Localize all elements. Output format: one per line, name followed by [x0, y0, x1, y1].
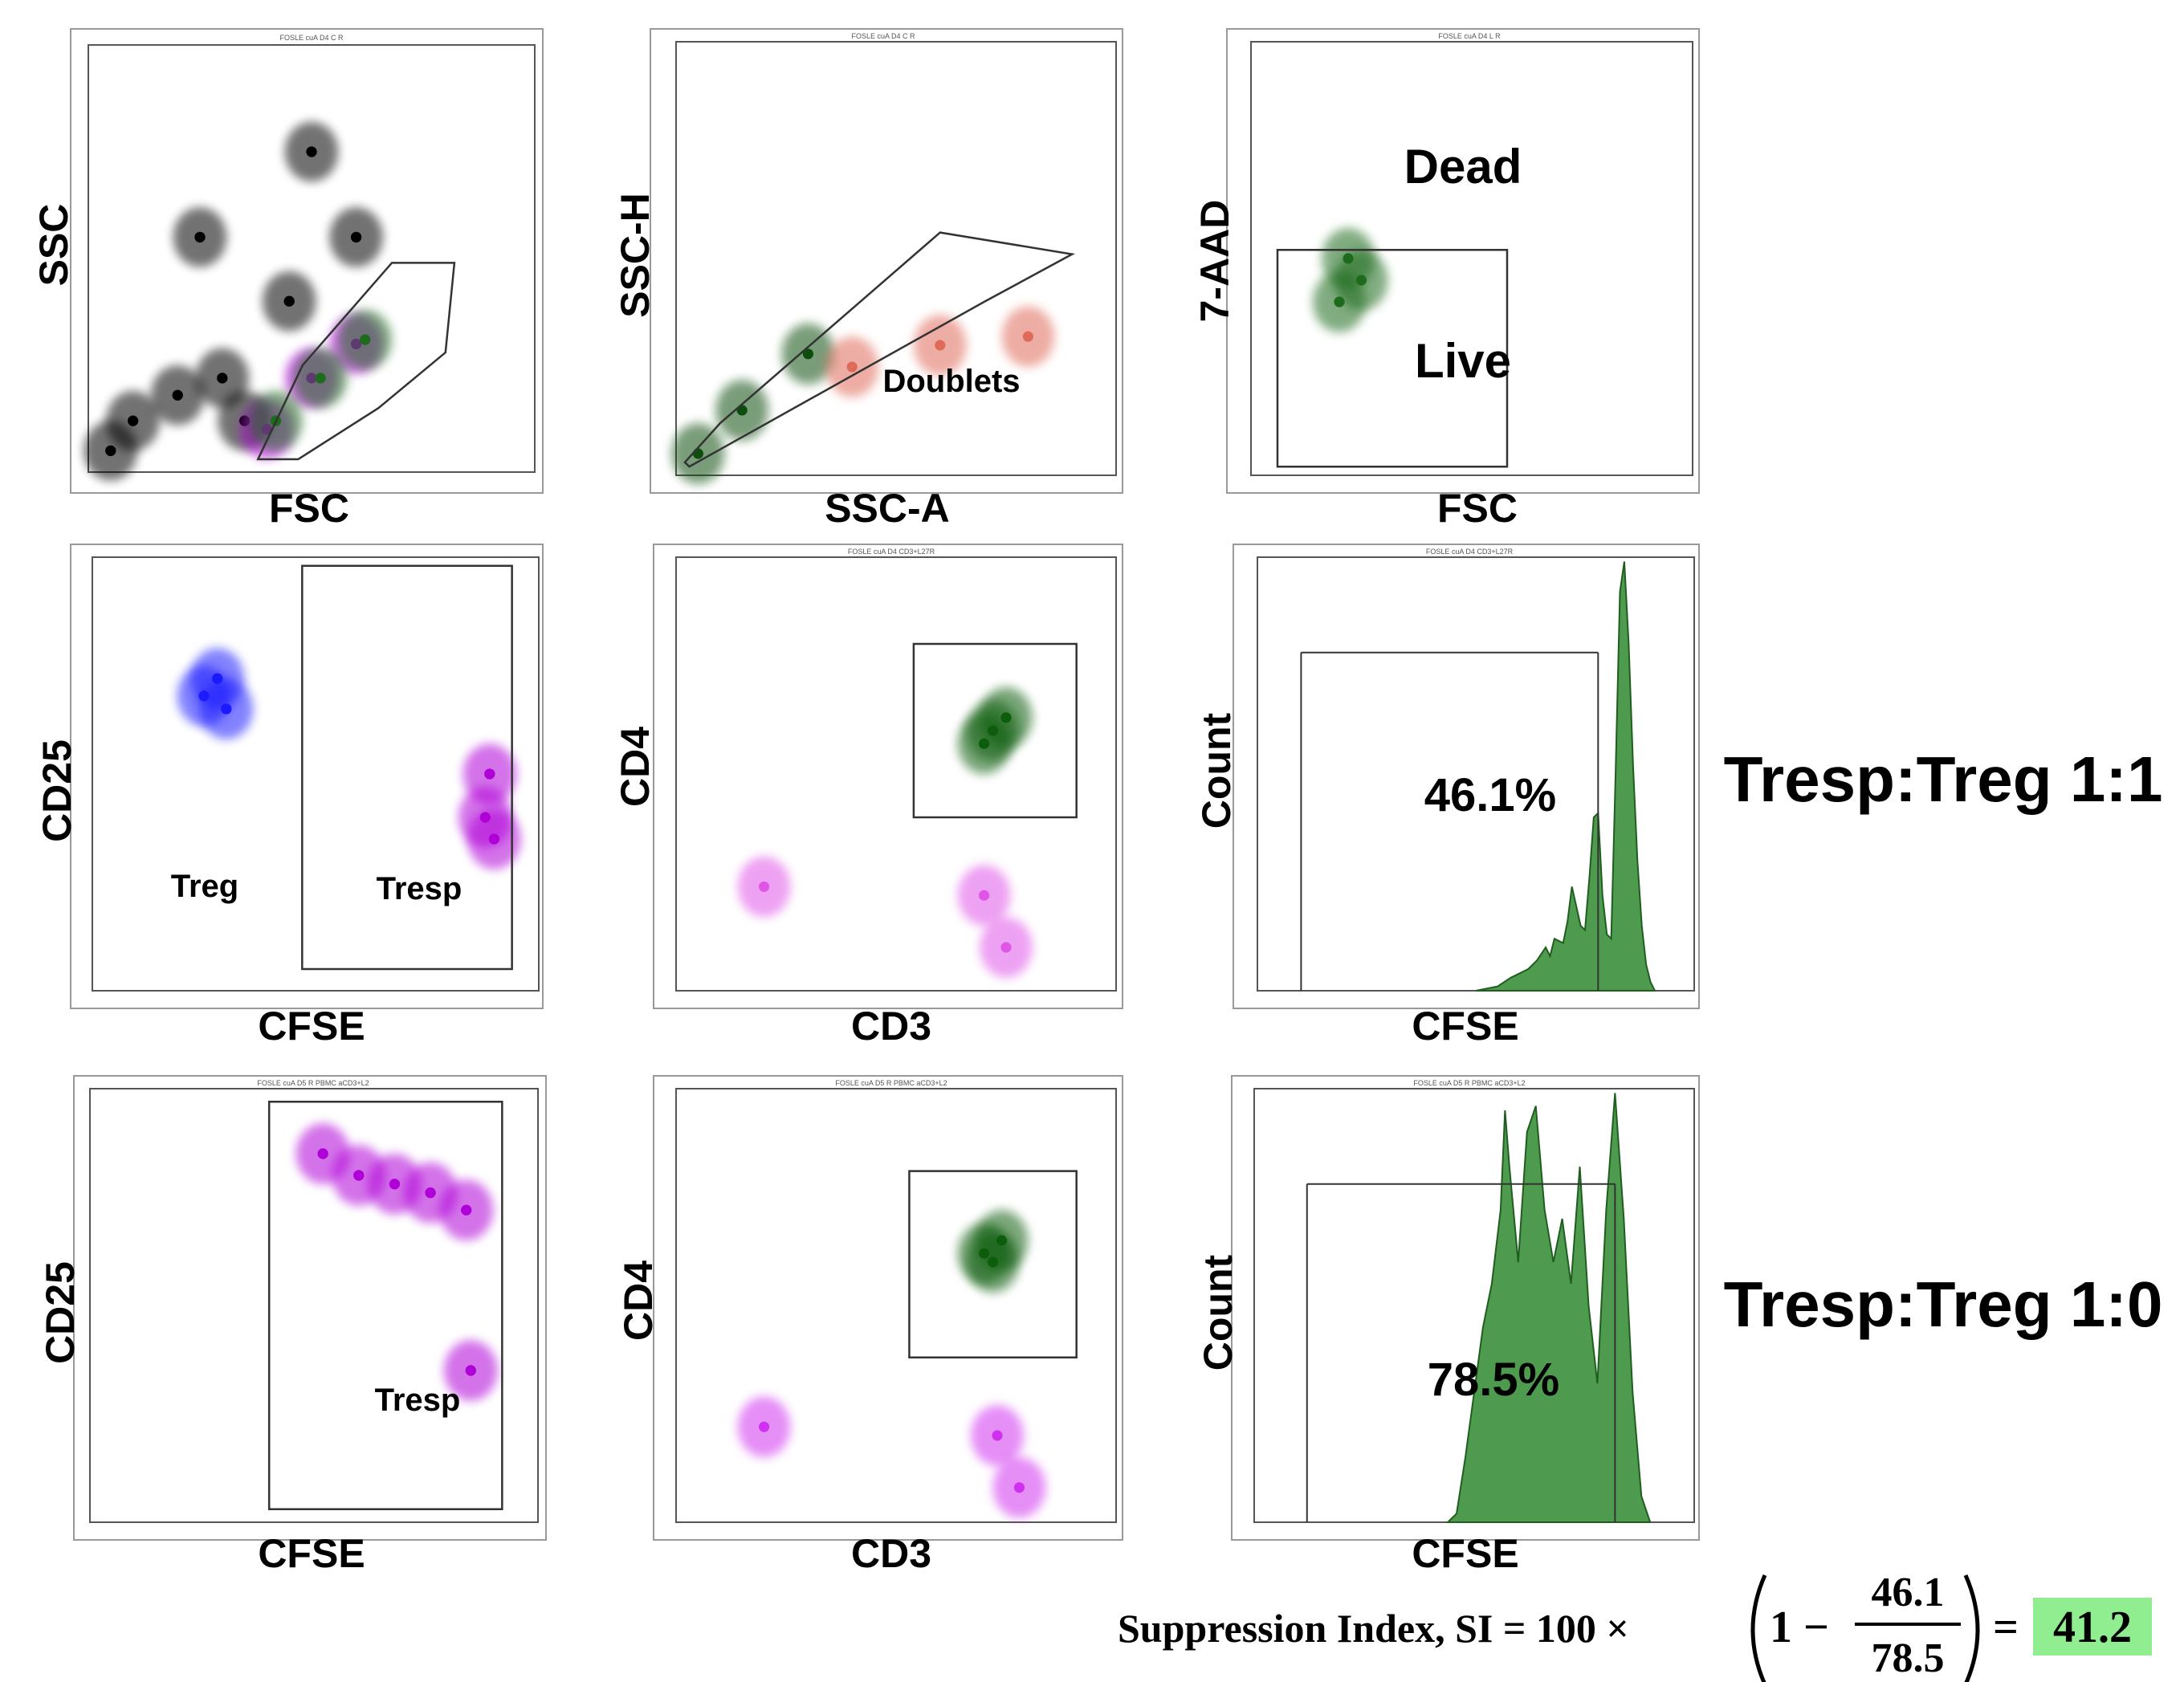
scatter-point [759, 1421, 770, 1432]
y-axis-label: CD25 [35, 739, 79, 842]
formula-equals: = [1993, 1603, 2019, 1652]
scatter-point [484, 768, 495, 780]
histogram-area [1475, 561, 1656, 992]
scatter-point [846, 361, 858, 373]
panel-cfse-hist-1to0: FOSLE cuA D5 R PBMC aCD3+L2 78.5% CFSE C… [1196, 1075, 1700, 1576]
scatter-point [987, 1256, 999, 1268]
y-axis-label: SSC [31, 204, 76, 287]
scatter-point [172, 389, 183, 401]
plot-title: FOSLE cuA D4 L R [1438, 32, 1501, 40]
scatter-point [389, 1179, 401, 1190]
panel-fsc-ssc: FOSLE cuA D4 C R FSC SSC [31, 28, 544, 531]
left-paren [1750, 1574, 1767, 1682]
panel-ssca-ssch: FOSLE cuA D4 C R Doublets SSC-A SSC-H [613, 28, 1123, 531]
plot-title: FOSLE cuA D4 CD3+L27R [1426, 548, 1514, 556]
scatter-point [217, 373, 228, 384]
scatter-point [1000, 942, 1012, 953]
formula-denominator: 78.5 [1872, 1635, 1945, 1681]
right-paren [1963, 1574, 1980, 1682]
plot-title: FOSLE cuA D5 R PBMC aCD3+L2 [1413, 1079, 1525, 1087]
y-axis-label: CD4 [616, 1260, 661, 1341]
panel-cd3-cd4-1to1: FOSLE cuA D4 CD3+L27R CD3 CD4 [613, 544, 1123, 1049]
scatter-point [194, 231, 206, 243]
panel-cfse-cd25-1to1: Treg Tresp CFSE CD25 [35, 544, 544, 1049]
formula-one: 1 − [1770, 1603, 1829, 1652]
gate-tresp [301, 564, 513, 971]
x-axis-label: CFSE [1412, 1004, 1518, 1049]
tresp-label: Tresp [377, 871, 462, 906]
suppression-index-formula: Suppression Index, SI = 100 × 1 − 46.1 7… [1118, 1570, 2152, 1682]
scatter-point [306, 146, 317, 157]
scatter-point [360, 334, 371, 345]
gate-cd4- [908, 1170, 1078, 1359]
plot-title: FOSLE cuA D5 R PBMC aCD3+L2 [257, 1079, 369, 1087]
x-axis-label: FSC [1437, 486, 1518, 531]
scatter-point [1022, 331, 1033, 342]
y-axis-label: Count [1194, 712, 1239, 829]
panel-fsc-7aad: FOSLE cuA D4 L R Dead Live FSC 7-AAD [1192, 28, 1700, 531]
plot-title: FOSLE cuA D5 R PBMC aCD3+L2 [835, 1079, 947, 1087]
scatter-point [692, 448, 703, 459]
x-axis-label: CD3 [851, 1531, 931, 1576]
y-axis-label: 7-AAD [1192, 200, 1237, 323]
scatter-point [992, 1430, 1003, 1441]
proliferated-percent: 46.1% [1424, 769, 1556, 821]
panel-cd3-cd4-1to0: FOSLE cuA D5 R PBMC aCD3+L2 CD3 CD4 [616, 1075, 1123, 1576]
scatter-point [979, 890, 990, 901]
formula-result: 41.2 [2053, 1603, 2132, 1652]
live-label: Live [1415, 334, 1511, 388]
gate-singlets [683, 231, 1076, 468]
y-axis-label: Count [1196, 1254, 1241, 1370]
scatter-point [461, 1204, 472, 1216]
y-axis-label: CD4 [613, 727, 658, 807]
x-axis-label: CD3 [851, 1004, 931, 1049]
ratio-label-1to0: Tresp:Treg 1:0 [1724, 1269, 2163, 1340]
ratio-label-1to1: Tresp:Treg 1:1 [1724, 743, 2163, 815]
scatter-point [488, 833, 500, 845]
proliferated-percent: 78.5% [1428, 1354, 1559, 1406]
scatter-point [987, 725, 999, 736]
panel-cfse-cd25-1to0: FOSLE cuA D5 R PBMC aCD3+L2 Tresp CFSE C… [38, 1075, 547, 1576]
y-axis-label: SSC-H [613, 193, 658, 318]
x-axis-label: FSC [269, 486, 349, 531]
scatter-point [802, 348, 813, 360]
treg-label: Treg [171, 869, 238, 904]
x-axis-label: CFSE [258, 1531, 365, 1576]
scatter-point [1355, 275, 1367, 286]
scatter-point [283, 295, 295, 307]
formula-lhs: Suppression Index, SI = 100 × [1118, 1606, 1629, 1651]
scatter-point [759, 881, 770, 892]
scatter-point [221, 703, 232, 715]
panel-cfse-hist-1to1: FOSLE cuA D4 CD3+L27R 46.1% CFSE Count [1194, 544, 1700, 1049]
plot-title: FOSLE cuA D4 C R [851, 32, 915, 40]
scatter-point [935, 340, 946, 351]
histogram-area [1445, 1093, 1652, 1523]
scatter-point [465, 1365, 476, 1376]
gate-tresp [267, 1100, 503, 1511]
dead-label: Dead [1404, 140, 1522, 193]
scatter-point [1013, 1482, 1025, 1493]
scatter-point [317, 1148, 328, 1159]
scatter-point [425, 1187, 436, 1199]
scatter-point [105, 445, 116, 457]
doublets-label: Doublets [882, 364, 1020, 399]
plot-title: FOSLE cuA D4 CD3+L27R [848, 548, 935, 556]
result-highlight [2033, 1598, 2152, 1656]
scatter-point [315, 373, 326, 384]
scatter-point [127, 415, 139, 426]
x-axis-label: CFSE [258, 1004, 365, 1049]
gate-cells [256, 262, 456, 461]
x-axis-label: CFSE [1412, 1531, 1518, 1576]
gate-live [1276, 248, 1509, 468]
formula-numerator: 46.1 [1872, 1570, 1945, 1615]
gate-cd4- [912, 642, 1078, 819]
scatter-point [353, 1170, 365, 1181]
tresp-label: Tresp [375, 1383, 461, 1418]
x-axis-label: SSC-A [825, 486, 950, 531]
plot-title: FOSLE cuA D4 C R [279, 34, 344, 42]
y-axis-label: CD25 [38, 1261, 83, 1364]
scatter-point [350, 231, 362, 243]
